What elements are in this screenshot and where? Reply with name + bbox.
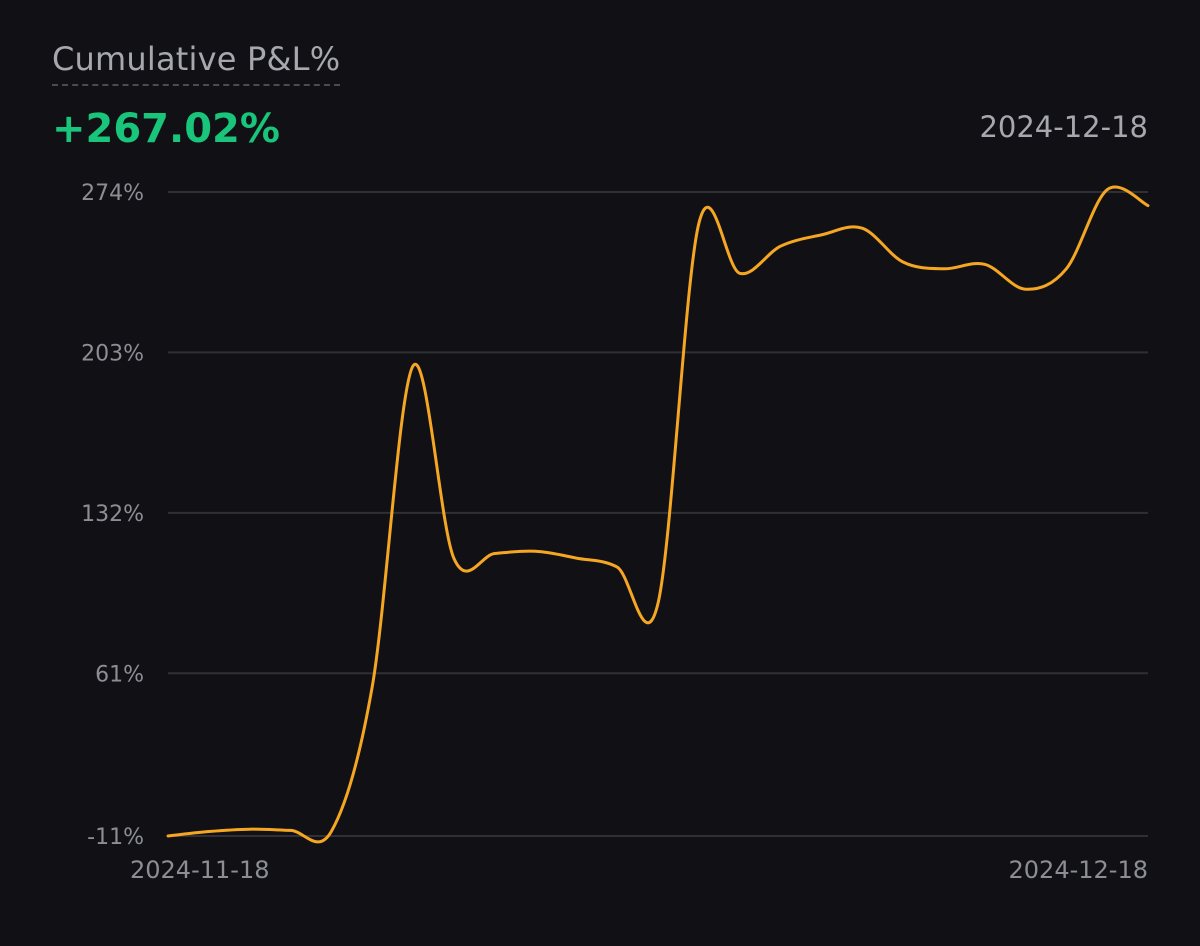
current-date: 2024-12-18 — [979, 110, 1148, 144]
x-tick-label: 2024-11-18 — [130, 856, 269, 884]
chart-title[interactable]: Cumulative P&L% — [52, 40, 341, 86]
y-tick-label: 203% — [81, 341, 144, 366]
series-line[interactable] — [166, 185, 1150, 844]
y-tick-label: -11% — [87, 825, 144, 850]
y-tick-label: 274% — [81, 181, 144, 206]
y-tick-label: 61% — [95, 662, 144, 687]
pnl-value: +267.02% — [52, 106, 280, 152]
y-tick-label: 132% — [81, 502, 144, 527]
x-tick-label: 2024-12-18 — [1009, 856, 1148, 884]
